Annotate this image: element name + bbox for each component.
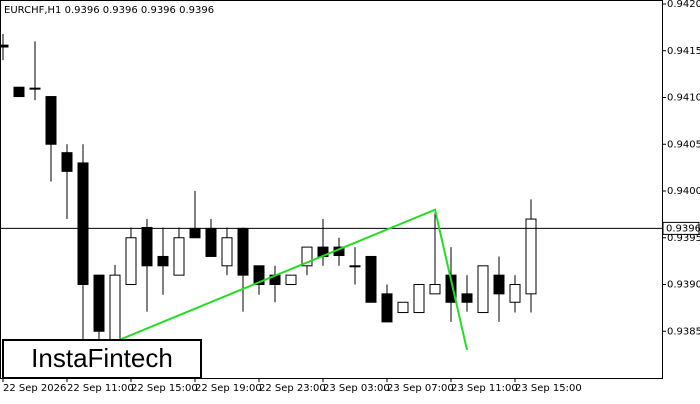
- candle-body: [493, 274, 505, 295]
- candle-body: [381, 293, 393, 323]
- candle-body: [237, 227, 249, 276]
- y-tick-label: 0.9400: [667, 186, 700, 197]
- x-tick-label: 22 Sep 19:00: [195, 383, 262, 394]
- candle-body: [173, 237, 185, 276]
- candle-body: [13, 86, 25, 98]
- x-tick-label: 23 Sep 07:00: [387, 383, 454, 394]
- watermark: InstaFintech: [31, 343, 173, 373]
- candle-body: [61, 152, 73, 172]
- candle-body: [253, 265, 265, 285]
- plot-frame: [0, 0, 663, 379]
- candle-body: [45, 96, 57, 145]
- candle-body: [0, 44, 9, 48]
- candle-body: [77, 162, 89, 285]
- last-price-box: [662, 221, 700, 235]
- watermark-box: [2, 339, 202, 379]
- x-tick-label: 22 Sep 11:00: [67, 383, 134, 394]
- x-tick-label: 23 Sep 03:00: [323, 383, 390, 394]
- y-tick-label: 0.9405: [667, 139, 700, 150]
- candle-body: [349, 265, 361, 268]
- chart-title: EURCHF,H1 0.9396 0.9396 0.9396 0.9396: [4, 5, 214, 16]
- candle-body: [445, 274, 457, 303]
- candle-body: [525, 218, 537, 295]
- candle-body: [93, 274, 105, 332]
- y-tick-label: 0.9415: [667, 46, 700, 57]
- candle-body: [189, 227, 201, 239]
- y-tick-label: 0.9395: [667, 233, 700, 244]
- candle-body: [397, 301, 409, 314]
- candle-body: [509, 284, 521, 303]
- candle-body: [365, 255, 377, 303]
- candle-body: [157, 255, 169, 267]
- candle-body: [125, 237, 137, 285]
- x-tick-label: 22 Sep 23:00: [259, 383, 326, 394]
- y-tick-label: 0.9420: [667, 0, 700, 10]
- pattern-line: [119, 208, 468, 351]
- x-tick-label: 23 Sep 15:00: [515, 383, 582, 394]
- candle-body: [477, 265, 489, 314]
- y-tick-label: 0.9390: [667, 280, 700, 291]
- candle-body: [221, 237, 233, 267]
- candle-body: [429, 284, 441, 295]
- y-tick-label: 0.9385: [667, 326, 700, 337]
- x-tick-label: 22 Sep 15:00: [131, 383, 198, 394]
- candle-body: [413, 284, 425, 314]
- last-price-label: 0.9396: [666, 223, 700, 234]
- candle-body: [461, 293, 473, 303]
- y-tick-label: 0.9410: [667, 93, 700, 104]
- candle-body: [109, 274, 121, 345]
- candle-body: [285, 274, 297, 285]
- plot-layer: 0.9385 0.9390 0.9395 0.9400 0.9405 0.9410 0.94…: [0, 0, 700, 394]
- candle-body: [29, 87, 41, 90]
- candle-body: [205, 227, 217, 257]
- candle-body: [301, 246, 313, 267]
- x-tick-label: 22 Sep 2026: [3, 383, 66, 394]
- candle-body: [141, 226, 153, 267]
- x-tick-label: 23 Sep 11:00: [451, 383, 518, 394]
